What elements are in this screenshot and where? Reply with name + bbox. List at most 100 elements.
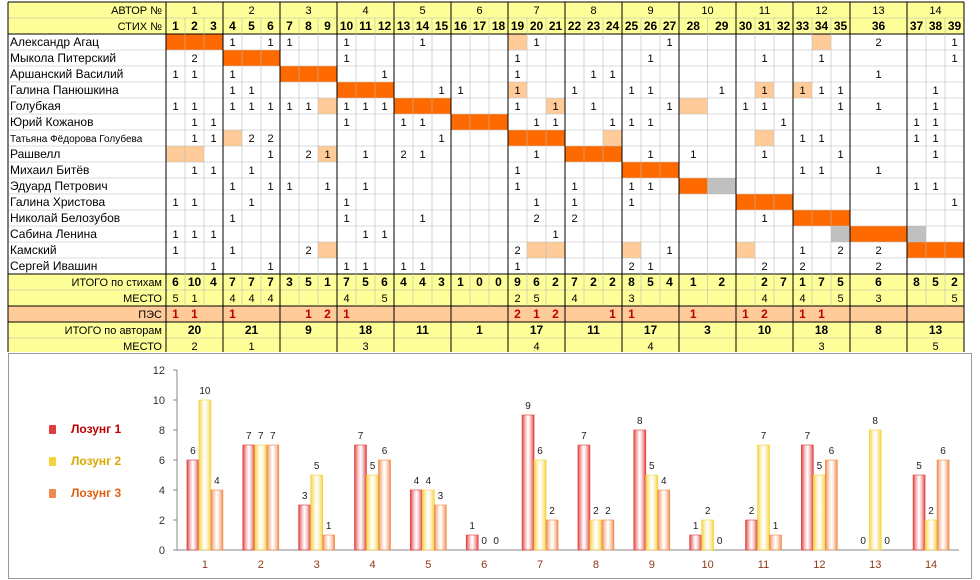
author-number: 10 bbox=[701, 5, 713, 17]
x-tick-label: 3 bbox=[314, 559, 320, 571]
bar-value-label: 10 bbox=[199, 386, 211, 397]
self-vote-cell bbox=[793, 210, 850, 226]
author-total: 17 bbox=[530, 323, 544, 337]
vote-cell: 1 bbox=[229, 213, 235, 225]
highlight-cell bbox=[527, 242, 546, 258]
vote-cell: 1 bbox=[761, 213, 767, 225]
jury-name: Юрий Кожанов bbox=[10, 115, 93, 129]
author-total: 11 bbox=[587, 323, 600, 337]
author-number: 2 bbox=[248, 5, 254, 17]
self-vote-cell bbox=[280, 66, 337, 82]
x-tick-label: 6 bbox=[481, 559, 487, 571]
bar-series-3 bbox=[322, 534, 335, 551]
author-total: 10 bbox=[758, 323, 772, 337]
vote-cell: 1 bbox=[305, 101, 311, 113]
verse-total: 7 bbox=[818, 275, 825, 289]
bar-value-label: 6 bbox=[940, 446, 946, 457]
verse-total: 5 bbox=[647, 275, 654, 289]
vote-cell: 2 bbox=[305, 245, 311, 257]
author-total: 17 bbox=[644, 323, 658, 337]
x-tick-label: 7 bbox=[537, 559, 543, 571]
bar-value-label: 6 bbox=[190, 446, 196, 457]
bar-series-3 bbox=[601, 519, 615, 551]
bar-series-1 bbox=[354, 444, 367, 551]
bar-series-3 bbox=[936, 459, 950, 551]
vote-cell: 1 bbox=[647, 261, 653, 273]
bar-series-1 bbox=[465, 534, 479, 551]
self-vote-cell bbox=[451, 114, 508, 130]
pes-value: 2 bbox=[324, 307, 331, 321]
vote-cell: 1 bbox=[552, 101, 558, 113]
verse-place: 4 bbox=[267, 293, 273, 305]
vote-cell: 1 bbox=[514, 181, 520, 193]
vote-cell: 1 bbox=[932, 117, 938, 129]
vote-cell: 1 bbox=[191, 101, 197, 113]
vote-cell: 1 bbox=[761, 101, 767, 113]
verse-total: 0 bbox=[476, 275, 483, 289]
bar-value-label: 5 bbox=[817, 461, 823, 472]
vote-cell: 1 bbox=[229, 245, 235, 257]
vote-cell: 1 bbox=[419, 261, 425, 273]
vote-cell: 1 bbox=[267, 181, 273, 193]
verse-total: 5 bbox=[305, 275, 312, 289]
vote-cell: 1 bbox=[932, 101, 938, 113]
verse-number: 24 bbox=[606, 19, 620, 33]
verse-total: 6 bbox=[533, 275, 540, 289]
highlight-cell bbox=[508, 34, 527, 50]
verse-total: 1 bbox=[799, 275, 806, 289]
verse-place: 4 bbox=[571, 293, 577, 305]
bar-series-1 bbox=[521, 414, 535, 551]
vote-cell: 1 bbox=[400, 261, 406, 273]
pes-value: 1 bbox=[609, 307, 616, 321]
bar-value-label: 3 bbox=[438, 491, 444, 502]
verse-number: 10 bbox=[340, 19, 354, 33]
bar-value-label: 2 bbox=[605, 506, 611, 517]
author-total: 21 bbox=[245, 323, 259, 337]
bar-value-label: 1 bbox=[773, 521, 779, 532]
vote-cell: 1 bbox=[818, 53, 824, 65]
bar-series-1 bbox=[577, 444, 591, 551]
vote-cell: 1 bbox=[172, 229, 178, 241]
jury-name: Аршанский Василий bbox=[10, 67, 123, 81]
author-number: 14 bbox=[929, 5, 941, 17]
verse-number: 26 bbox=[644, 19, 658, 33]
vote-cell: 1 bbox=[191, 69, 197, 81]
bar-value-label: 7 bbox=[270, 431, 276, 442]
jury-name: Николай Белозубов bbox=[10, 211, 120, 225]
bar-value-label: 1 bbox=[469, 521, 475, 532]
verse-total: 7 bbox=[571, 275, 578, 289]
verse-total: 10 bbox=[188, 275, 202, 289]
vote-cell: 1 bbox=[343, 213, 349, 225]
vote-cell: 1 bbox=[343, 53, 349, 65]
vote-cell: 1 bbox=[343, 37, 349, 49]
vote-cell: 1 bbox=[571, 85, 577, 97]
bar-value-label: 8 bbox=[637, 416, 643, 427]
author-total: 18 bbox=[359, 323, 373, 337]
verse-total: 7 bbox=[343, 275, 350, 289]
vote-cell: 1 bbox=[951, 37, 957, 49]
verse-number: 23 bbox=[587, 19, 601, 33]
vote-cell: 1 bbox=[267, 261, 273, 273]
bar-value-label: 2 bbox=[705, 506, 711, 517]
vote-cell: 1 bbox=[533, 37, 539, 49]
self-vote-cell bbox=[736, 194, 793, 210]
bar-value-label: 4 bbox=[661, 476, 667, 487]
x-tick-label: 12 bbox=[813, 559, 825, 571]
vote-cell: 1 bbox=[514, 101, 520, 113]
vote-cell: 1 bbox=[666, 245, 672, 257]
vote-cell: 1 bbox=[913, 133, 919, 145]
verse-number: 31 bbox=[758, 19, 772, 33]
legend-label-series-3: Лозунг 3 bbox=[71, 486, 122, 500]
vote-cell: 1 bbox=[761, 53, 767, 65]
vote-cell: 1 bbox=[210, 133, 216, 145]
highlight-cell bbox=[755, 82, 774, 98]
vote-cell: 1 bbox=[913, 117, 919, 129]
x-tick-label: 5 bbox=[425, 559, 431, 571]
legend-label-series-2: Лозунг 2 bbox=[71, 454, 122, 468]
verse-number: 9 bbox=[324, 19, 331, 33]
bar-series-1 bbox=[912, 474, 926, 551]
highlight-cell bbox=[318, 146, 337, 162]
verse-header-label: СТИХ № bbox=[118, 21, 163, 33]
verse-total: 4 bbox=[210, 275, 217, 289]
verse-number: 36 bbox=[872, 19, 886, 33]
